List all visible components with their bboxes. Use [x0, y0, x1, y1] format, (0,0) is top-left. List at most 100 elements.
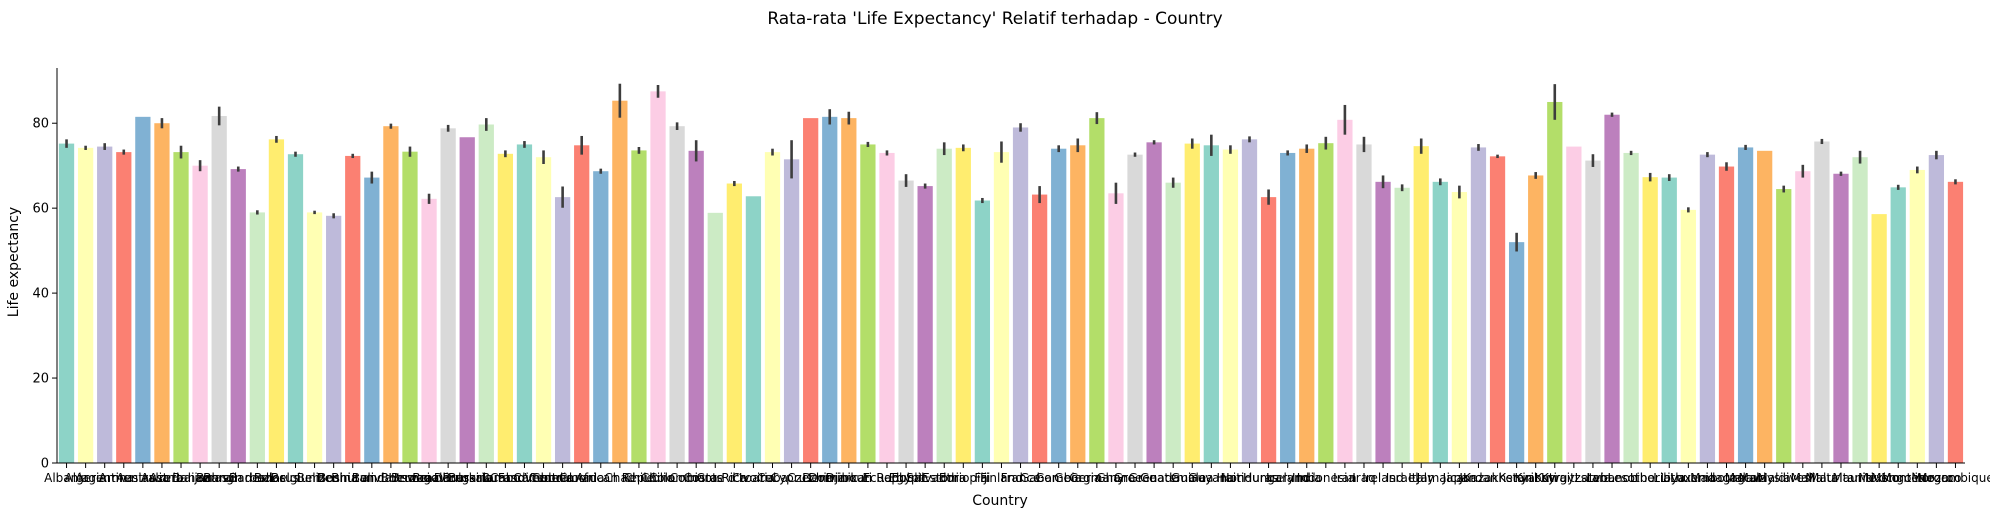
bar-65 [1299, 148, 1315, 463]
bar-53 [1070, 145, 1086, 464]
bars-group [58, 91, 1964, 464]
x-tick-label-45: El Salvador [891, 471, 958, 485]
bar-45 [917, 186, 933, 463]
bar-18 [402, 151, 418, 464]
bar-90 [1776, 189, 1792, 464]
x-tick-label-86: Luxembourg [1670, 471, 1745, 485]
bar-14 [326, 215, 342, 463]
x-tick-label-89: Malaysia [1738, 471, 1790, 485]
bar-22 [478, 124, 494, 464]
x-tick-label-48: Fiji [974, 471, 990, 485]
bar-77 [1528, 175, 1544, 463]
bar-63 [1260, 197, 1277, 463]
bar-47 [955, 147, 971, 463]
bar-20 [440, 128, 456, 463]
x-tick-label-81: Lebanon [1586, 471, 1637, 485]
bar-57 [1146, 142, 1162, 463]
x-tick-label-75: Kazakhstan [1463, 471, 1532, 485]
x-tick-label-91: Mali [1791, 471, 1815, 485]
x-tick-label-46: Estonia [922, 471, 966, 485]
x-tick-label-35: Cote d'Ivoire [696, 471, 772, 485]
bar-39 [803, 118, 819, 464]
x-tick-label-44: Egypt [889, 471, 924, 485]
bar-68 [1356, 144, 1372, 463]
x-tick-label-32: Colombia [649, 471, 705, 485]
x-tick-label-52: Gambia [1035, 471, 1082, 485]
bar-32 [669, 126, 685, 463]
x-tick-label-94: Mauritius [1832, 471, 1887, 485]
bar-79 [1566, 146, 1582, 463]
bar-72 [1432, 181, 1448, 463]
x-tick-label-6: Azerbaijan [149, 471, 212, 485]
bar-71 [1413, 146, 1429, 463]
x-tick-label-69: Ireland [1362, 471, 1404, 485]
x-tick-label-18: Botswana [381, 471, 440, 485]
x-tick-label-55: Ghana [1096, 471, 1135, 485]
x-tick-label-31: China [641, 471, 675, 485]
bar-95 [1871, 214, 1887, 463]
bar-51 [1031, 194, 1048, 463]
x-tick-label-77: Kiribati [1514, 471, 1556, 485]
bar-55 [1108, 193, 1124, 464]
y-axis-label: Life expectancy [6, 207, 22, 317]
bar-13 [306, 212, 323, 463]
bar-37 [764, 152, 781, 463]
bar-78 [1547, 101, 1563, 463]
x-tick-label-13: Belize [297, 471, 333, 485]
bar-87 [1718, 166, 1735, 464]
x-tick-label-10: Barbados [229, 471, 286, 485]
x-tick-label-0: Albania [44, 471, 89, 485]
bar-30 [631, 150, 647, 463]
bar-69 [1375, 181, 1391, 463]
x-tick-label-27: Canada [559, 471, 605, 485]
bar-67 [1337, 119, 1353, 463]
bar-85 [1680, 209, 1696, 463]
y-tick-label-3: 60 [32, 202, 49, 217]
x-tick-label-12: Belgium [271, 471, 320, 485]
bar-76 [1508, 242, 1525, 463]
x-tick-label-85: Lithuania [1661, 471, 1717, 485]
bar-33 [688, 150, 704, 463]
y-tick-label-4: 80 [32, 117, 49, 132]
x-axis: AlbaniaAlgeriaArgentinaArmeniaAustraliaA… [44, 462, 1990, 485]
bar-36 [745, 196, 762, 463]
x-tick-label-39: Czechia [787, 471, 834, 485]
x-tick-label-42: Dominican Republic [808, 471, 927, 485]
bar-50 [1012, 127, 1029, 464]
y-axis: 0 20 40 60 80 [32, 68, 58, 472]
bar-23 [497, 153, 514, 464]
bar-11 [268, 139, 285, 463]
x-tick-label-36: Croatia [732, 471, 775, 485]
bar-52 [1051, 148, 1067, 463]
bar-9 [230, 169, 246, 463]
y-tick-label-0: 0 [41, 457, 49, 472]
bar-3 [116, 152, 132, 463]
x-tick-label-97: Montenegro [1881, 471, 1953, 485]
bar-97 [1909, 169, 1925, 463]
bar-21 [459, 137, 475, 464]
bar-10 [249, 212, 265, 463]
x-tick-label-20: Brunei Darussalam [391, 471, 505, 485]
bar-4 [135, 116, 151, 463]
bar-66 [1318, 143, 1334, 463]
bar-61 [1222, 149, 1239, 464]
bar-89 [1757, 150, 1773, 463]
x-tick-label-63: Hungary [1243, 471, 1294, 485]
x-tick-label-65: India [1292, 471, 1321, 485]
x-tick-label-33: Comoros [670, 471, 723, 485]
x-tick-label-54: Germany [1069, 471, 1124, 485]
x-tick-label-23: Burundi [482, 471, 529, 485]
bar-91 [1795, 171, 1811, 463]
x-tick-label-49: Finland [980, 471, 1023, 485]
x-tick-label-53: Georgia [1054, 471, 1101, 485]
y-tick-label-2: 40 [32, 287, 49, 302]
bar-94 [1852, 157, 1868, 463]
x-axis-label: Country [972, 493, 1028, 509]
bar-29 [612, 100, 628, 463]
bar-46 [936, 148, 952, 463]
bar-88 [1737, 147, 1754, 464]
x-tick-label-2: Argentina [75, 471, 134, 485]
x-tick-label-15: Bhutan [331, 471, 374, 485]
x-tick-label-74: Jordan [1458, 471, 1497, 485]
